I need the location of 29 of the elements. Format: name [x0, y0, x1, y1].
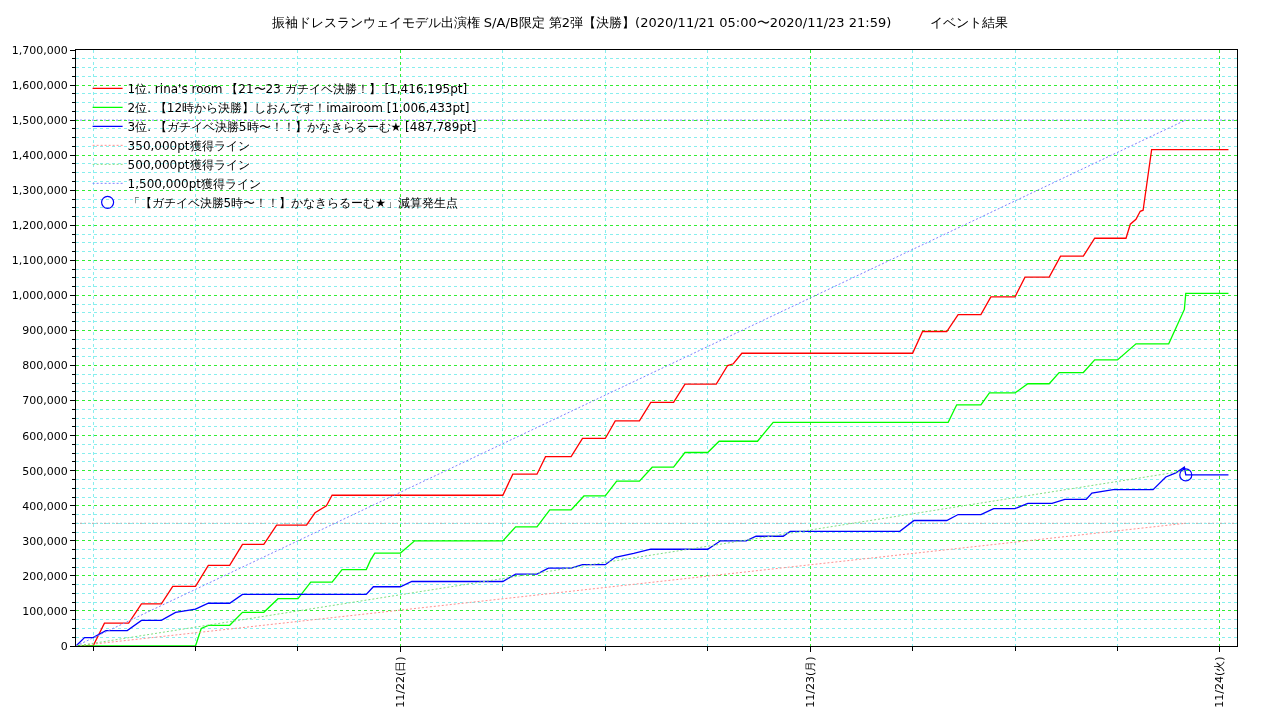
y-tick-label: 600,000: [22, 429, 68, 443]
y-tick-label: 500,000: [22, 464, 68, 478]
x-tick-label: 11/22(日): [393, 656, 407, 708]
y-tick-label: 1,300,000: [11, 184, 68, 198]
y-tick-label: 900,000: [22, 324, 68, 338]
legend-label: 350,000pt獲得ライン: [127, 139, 250, 154]
y-tick-label: 0: [60, 639, 68, 653]
y-tick-label: 1,600,000: [11, 78, 68, 92]
y-tick-label: 100,000: [22, 604, 68, 618]
legend-label: 1,500,000pt獲得ライン: [127, 177, 262, 192]
y-tick-label: 1,200,000: [11, 219, 68, 233]
x-tick-label: 11/24(火): [1213, 656, 1227, 708]
legend-label: 1位. rina's room 【21〜23 ガチイベ決勝！】 [1,416,195pt]: [127, 82, 468, 97]
y-tick-label: 1,000,000: [11, 289, 68, 303]
y-tick-label: 800,000: [22, 359, 68, 373]
y-tick-label: 700,000: [22, 394, 68, 408]
y-tick-label: 1,400,000: [11, 149, 68, 163]
legend-label: 3位. 【ガチイベ決勝5時〜！！】かなきらるーむ★ [487,789pt]: [127, 120, 477, 135]
y-tick-label: 200,000: [22, 569, 68, 583]
y-tick-label: 300,000: [22, 534, 68, 548]
legend-label: 500,000pt獲得ライン: [127, 158, 250, 173]
chart-title: 振袖ドレスランウェイモデル出演権 S/A/B限定 第2弾【決勝】(2020/11/21 05:00〜2020/11/23 21:59) イベント結果: [271, 15, 1009, 31]
y-tick-label: 400,000: [22, 499, 68, 513]
y-tick-label: 1,700,000: [11, 43, 68, 57]
legend-label: 2位. 【12時から決勝】しおんです！imairoom [1,006,433pt]: [127, 101, 470, 116]
legend-label: 「【ガチイベ決勝5時〜！！】かなきらるーむ★」減算発生点: [127, 196, 459, 211]
x-tick-label: 11/23(月): [803, 656, 817, 708]
y-tick-label: 1,500,000: [11, 113, 68, 127]
y-tick-label: 1,100,000: [11, 254, 68, 268]
